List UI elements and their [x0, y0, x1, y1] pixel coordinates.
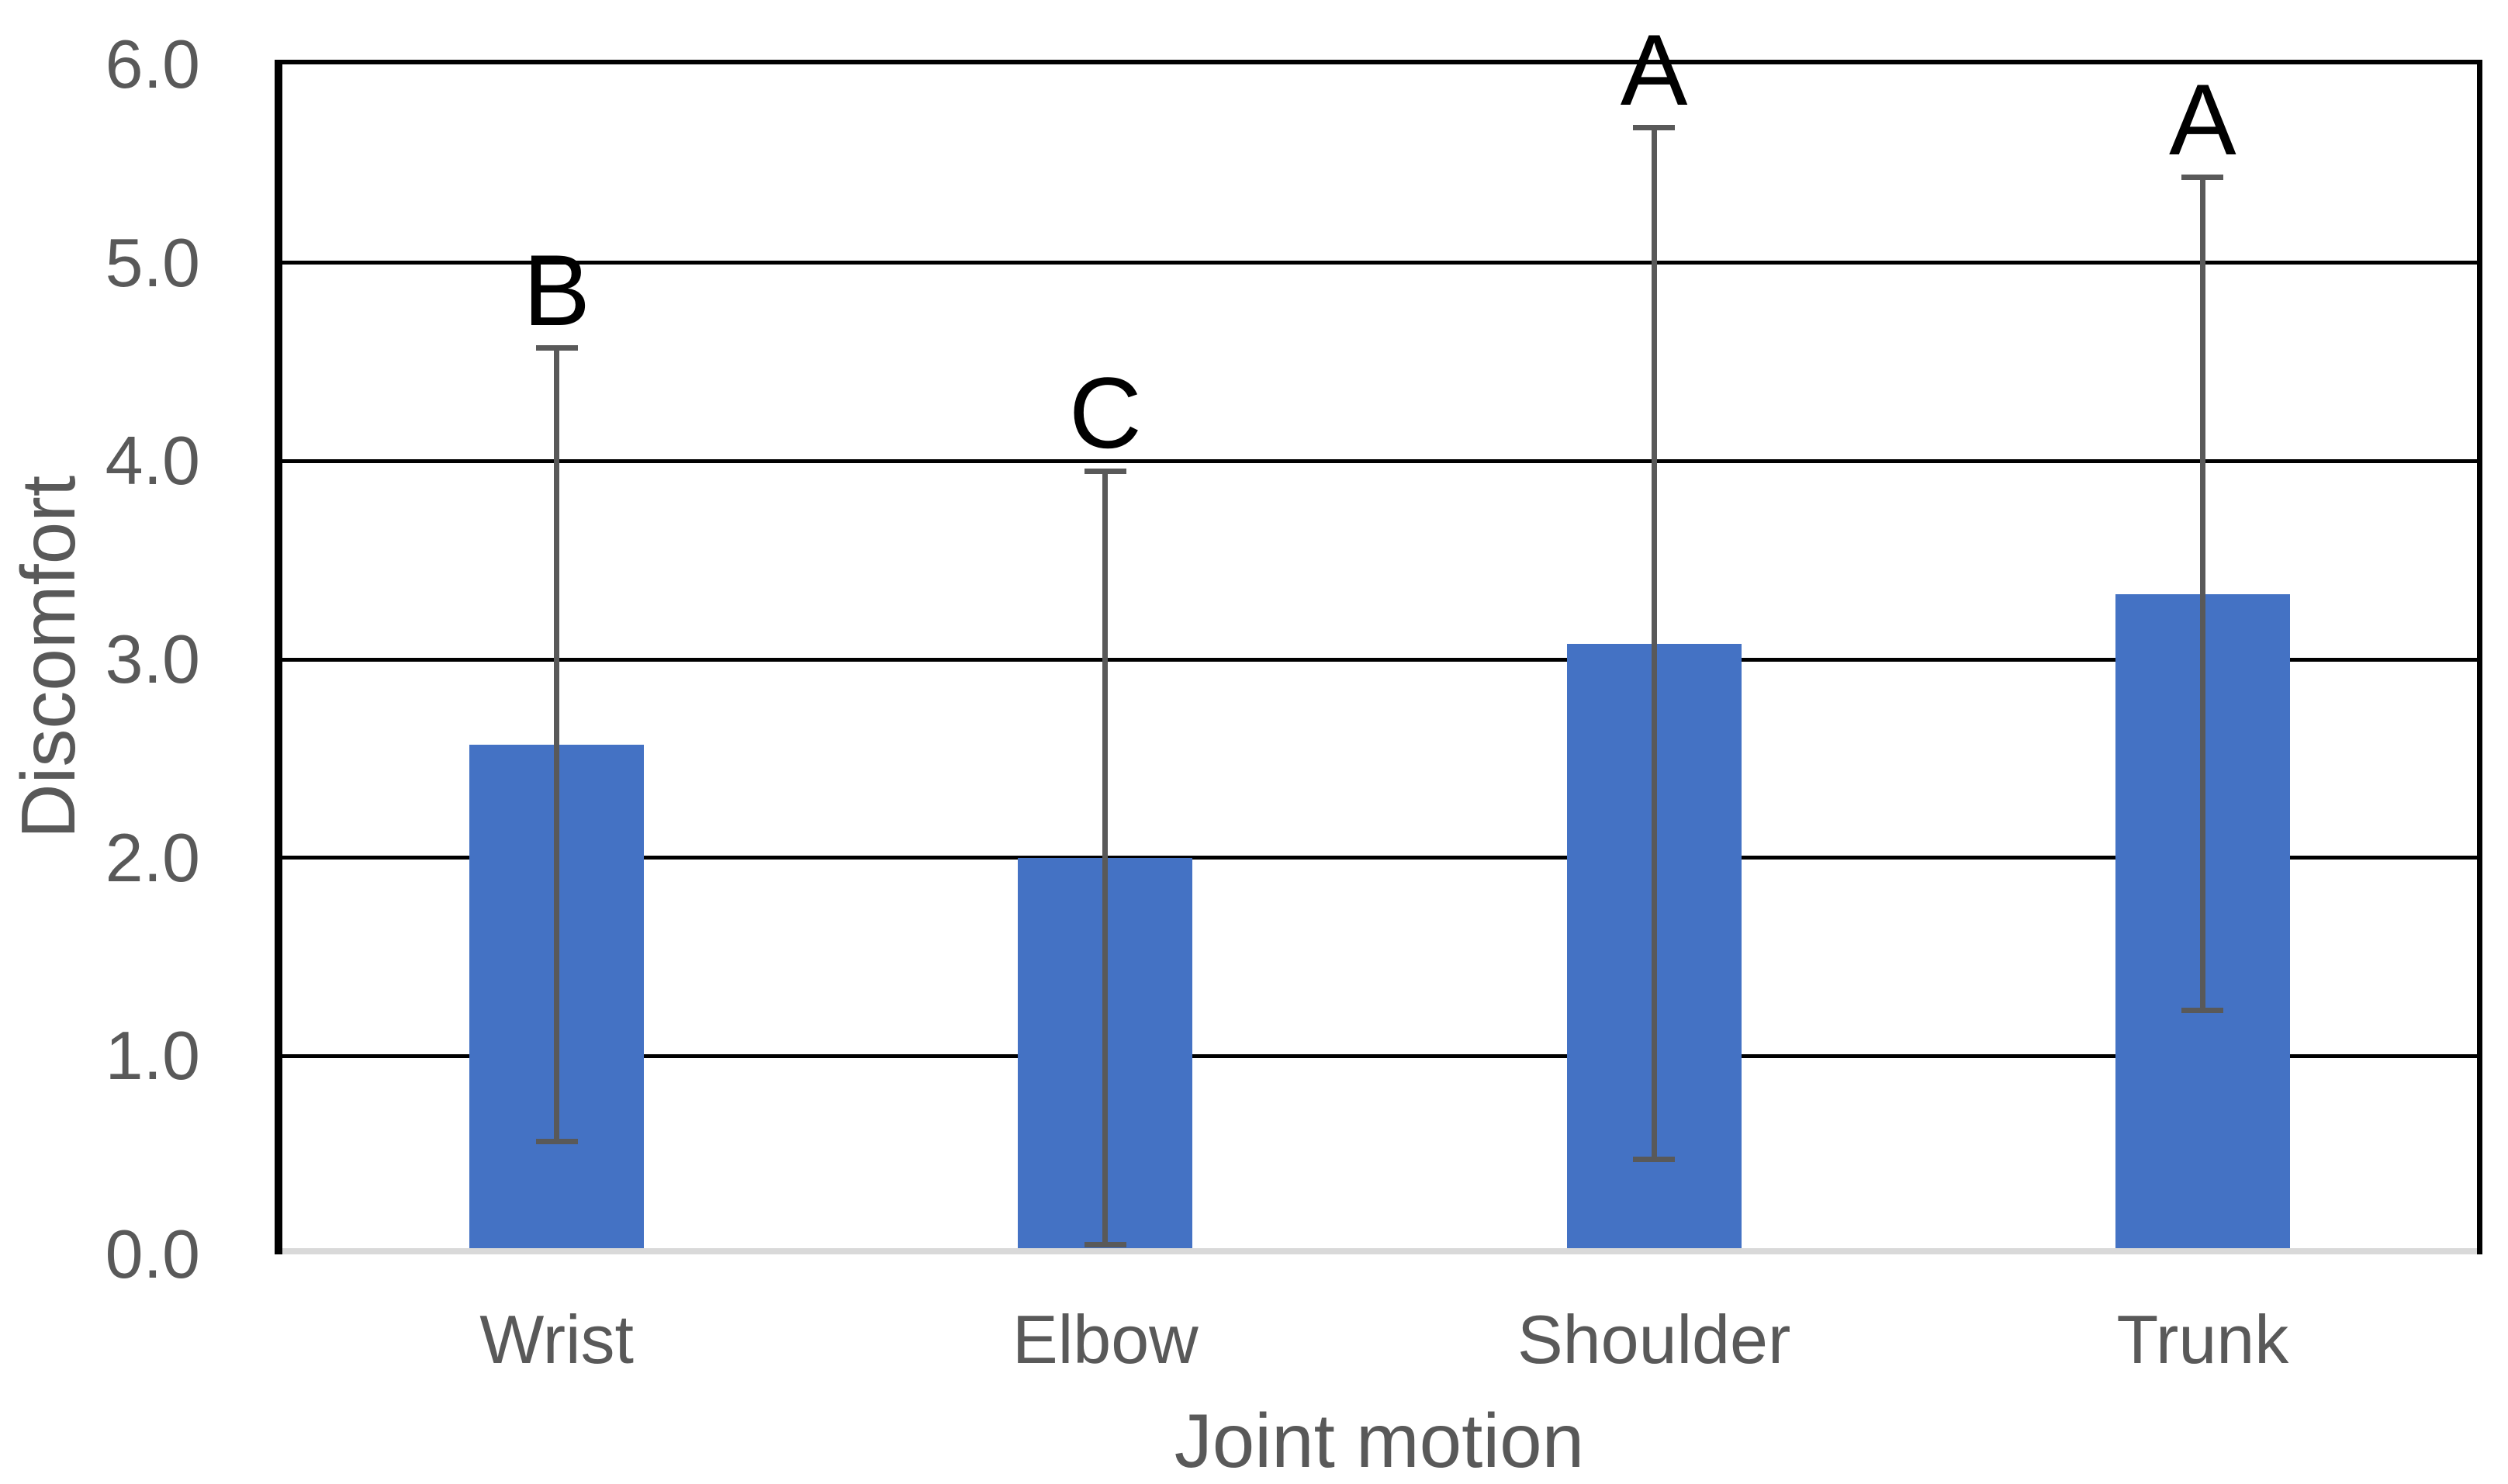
- x-tick-label-trunk: Trunk: [2116, 1301, 2289, 1378]
- x-tick-label-elbow: Elbow: [1012, 1301, 1199, 1378]
- error-bars-layer: [282, 64, 2477, 1254]
- error-bar-lower-cap: [1084, 1241, 1126, 1247]
- gridline: [282, 657, 2477, 662]
- gridline: [282, 261, 2477, 265]
- gridlines-layer: [282, 64, 2477, 1254]
- significance-letter-shoulder: A: [1620, 12, 1688, 126]
- y-tick-label-6.0: 6.0: [105, 26, 200, 102]
- gridline: [282, 458, 2477, 463]
- y-tick-label-5.0: 5.0: [105, 223, 200, 301]
- y-tick-label-1.0: 1.0: [105, 1017, 200, 1095]
- error-bar-upper-cap: [1633, 125, 1676, 131]
- significance-letter-wrist: B: [523, 233, 590, 347]
- y-tick-label-4.0: 4.0: [105, 422, 200, 500]
- error-bar-trunk: [2199, 177, 2205, 1011]
- y-tick-label-0.0: 0.0: [105, 1216, 200, 1292]
- error-bar-elbow: [1102, 471, 1109, 1245]
- error-bar-lower-cap: [2181, 1008, 2224, 1014]
- significance-letter-elbow: C: [1068, 356, 1142, 470]
- error-bar-lower-cap: [535, 1138, 578, 1144]
- error-bar-wrist: [554, 348, 560, 1142]
- x-axis-title: Joint motion: [1174, 1398, 1585, 1483]
- significance-letter-trunk: A: [2169, 62, 2236, 176]
- error-bar-upper-cap: [535, 345, 578, 351]
- error-bar-upper-cap: [1084, 468, 1126, 474]
- x-tick-label-shoulder: Shoulder: [1517, 1301, 1791, 1378]
- gridline: [282, 1053, 2477, 1058]
- y-tick-label-3.0: 3.0: [105, 621, 200, 697]
- gridline: [282, 856, 2477, 860]
- x-axis-baseline: [282, 1248, 2477, 1254]
- error-bar-lower-cap: [1633, 1156, 1676, 1162]
- x-tick-label-wrist: Wrist: [479, 1301, 635, 1378]
- error-bar-shoulder: [1651, 127, 1657, 1160]
- y-tick-label-2.0: 2.0: [105, 818, 200, 896]
- error-bar-upper-cap: [2181, 175, 2224, 181]
